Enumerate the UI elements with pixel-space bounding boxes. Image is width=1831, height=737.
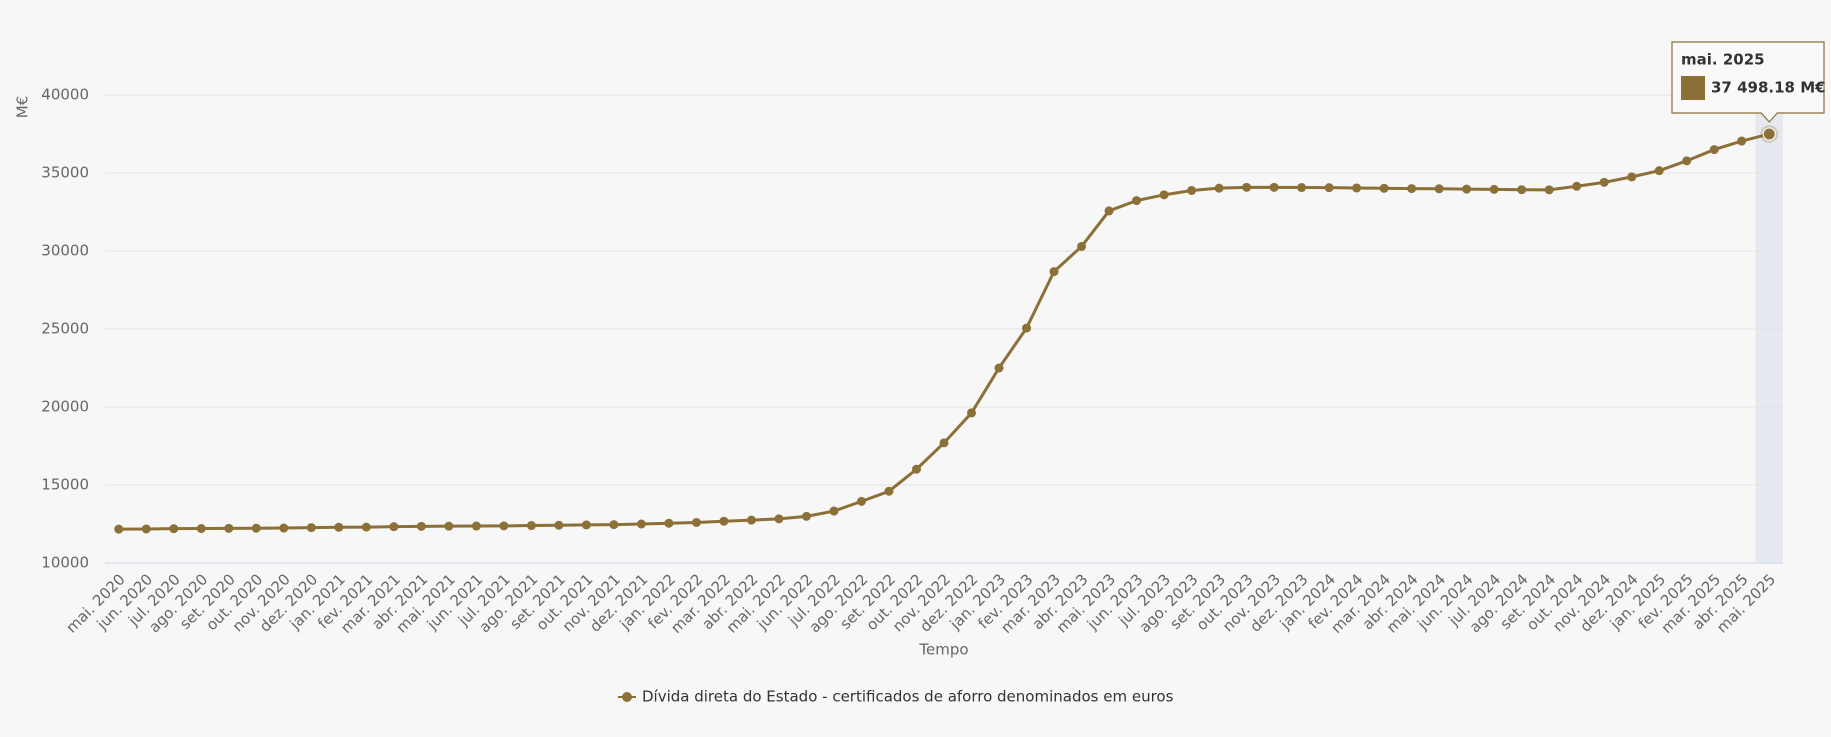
point [1379, 183, 1389, 193]
point [994, 363, 1004, 373]
point [691, 517, 701, 527]
point [719, 516, 729, 526]
point [169, 524, 179, 534]
point [1682, 156, 1692, 166]
point [224, 523, 234, 533]
point [1599, 177, 1609, 187]
point [801, 511, 811, 521]
point [884, 486, 894, 496]
point [389, 522, 399, 532]
point [1407, 184, 1417, 194]
legend-label: Dívida direta do Estado - certificados d… [642, 688, 1174, 706]
point [361, 522, 371, 532]
point [609, 520, 619, 530]
point [1572, 181, 1582, 191]
point [1132, 196, 1142, 206]
point [499, 521, 509, 531]
tooltip-swatch [1681, 76, 1705, 100]
point [1737, 136, 1747, 146]
legend-marker [622, 692, 632, 702]
point [911, 464, 921, 474]
point [1517, 185, 1527, 195]
y-tick-label: 20000 [41, 398, 89, 416]
point [664, 518, 674, 528]
point [114, 524, 124, 534]
y-tick-label: 40000 [41, 86, 89, 104]
y-tick-label: 10000 [41, 554, 89, 572]
point [1187, 185, 1197, 195]
point [1352, 183, 1362, 193]
tooltip-title: mai. 2025 [1681, 51, 1765, 69]
point [279, 523, 289, 533]
point [1297, 183, 1307, 193]
point [306, 523, 316, 533]
highlight-band [1755, 85, 1783, 563]
point [251, 523, 261, 533]
point [1049, 267, 1059, 277]
tooltip-value: 37 498.18 M€ [1711, 79, 1826, 97]
point [1462, 184, 1472, 194]
point [334, 522, 344, 532]
point [1762, 127, 1776, 141]
point [1077, 241, 1087, 251]
point [1159, 190, 1169, 200]
point [1709, 145, 1719, 155]
tooltip-box [1671, 41, 1825, 123]
point [1269, 182, 1279, 192]
point [746, 515, 756, 525]
point [581, 520, 591, 530]
point [1214, 183, 1224, 193]
point [1434, 184, 1444, 194]
point [1489, 184, 1499, 194]
point [141, 524, 151, 534]
y-tick-label: 25000 [41, 320, 89, 338]
point [1022, 323, 1032, 333]
point [196, 524, 206, 534]
point [416, 521, 426, 531]
point [1104, 206, 1114, 216]
point [554, 520, 564, 530]
point [829, 506, 839, 516]
y-tick-label: 15000 [41, 476, 89, 494]
point [774, 514, 784, 524]
point [1324, 183, 1334, 193]
point [526, 521, 536, 531]
point [1242, 182, 1252, 192]
y-axis-label: M€ [14, 96, 32, 119]
point [1654, 166, 1664, 176]
point [1544, 185, 1554, 195]
point [939, 438, 949, 448]
y-tick-label: 30000 [41, 242, 89, 260]
point [856, 496, 866, 506]
point [444, 521, 454, 531]
point [967, 408, 977, 418]
y-tick-label: 35000 [41, 164, 89, 182]
point [1627, 172, 1637, 182]
x-axis-label: Tempo [918, 641, 968, 659]
point [636, 519, 646, 529]
point [471, 521, 481, 531]
